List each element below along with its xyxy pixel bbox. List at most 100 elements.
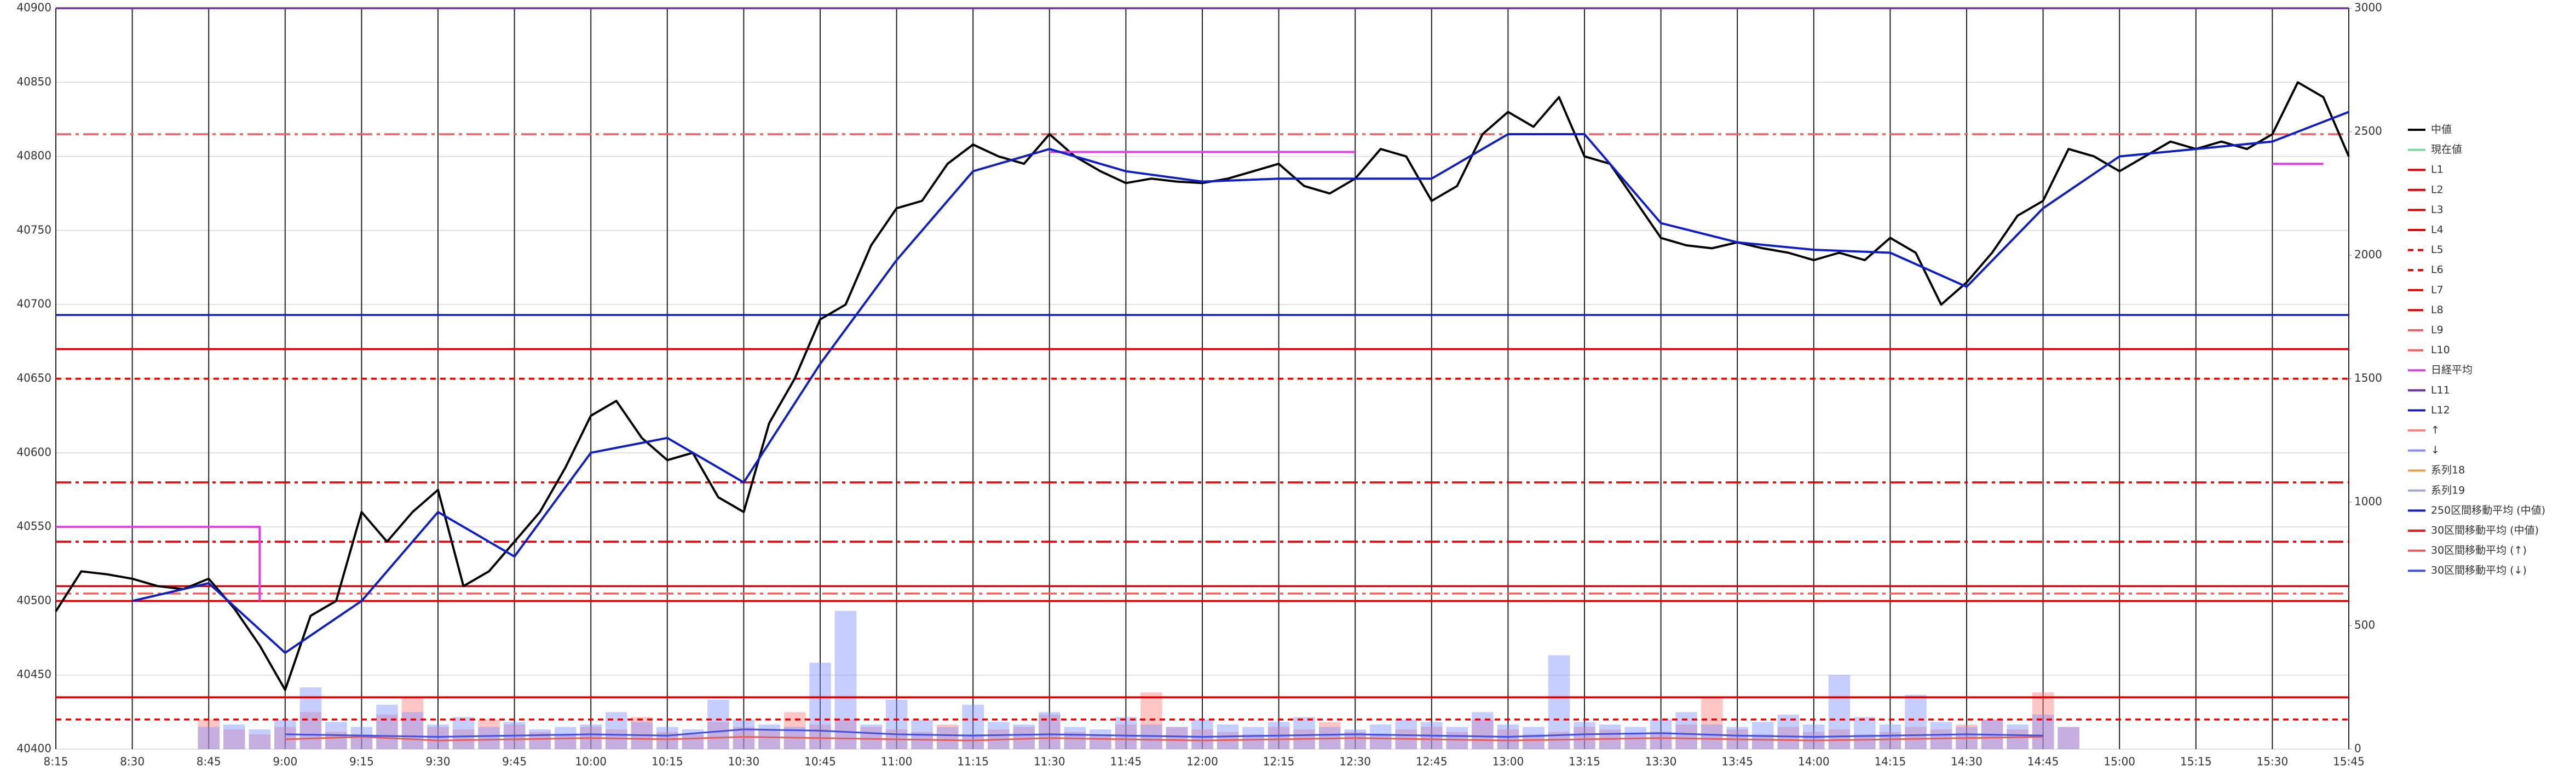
- volume-bar: [1115, 717, 1137, 749]
- volume-bar: [1039, 712, 1061, 749]
- series-line: [55, 81, 2350, 691]
- legend-label: L8: [2431, 304, 2444, 316]
- legend-label: ↑: [2431, 424, 2440, 436]
- x-tick-label: 9:30: [426, 755, 451, 768]
- legend-label: L1: [2431, 164, 2444, 176]
- volume-bar: [962, 734, 984, 749]
- volume-bar: [1726, 727, 1748, 749]
- volume-bar: [682, 734, 704, 749]
- volume-bar: [758, 729, 780, 749]
- legend-label: L7: [2431, 284, 2444, 296]
- volume-bar: [936, 727, 959, 749]
- x-tick-label: 15:30: [2257, 755, 2289, 768]
- volume-bar: [1624, 734, 1646, 749]
- y2-tick-label: 1500: [2354, 371, 2382, 384]
- volume-bar: [249, 734, 271, 749]
- volume-bar: [1574, 722, 1595, 749]
- volume-bar: [401, 697, 424, 749]
- x-tick-label: 14:30: [1951, 755, 1983, 768]
- volume-bar: [2007, 729, 2028, 749]
- volume-bar: [401, 712, 424, 749]
- volume-bar: [2058, 727, 2079, 749]
- x-tick-label: 15:45: [2333, 755, 2365, 768]
- volume-bar: [834, 611, 857, 749]
- x-tick-label: 11:30: [1034, 755, 1065, 768]
- volume-bar: [1675, 712, 1697, 749]
- x-tick-label: 9:00: [273, 755, 297, 768]
- series-line: [56, 151, 2324, 601]
- y-tick-label: 40500: [16, 594, 51, 607]
- volume-bar: [1344, 729, 1366, 749]
- legend-label: ↓: [2431, 444, 2440, 456]
- volume-bar: [580, 724, 602, 749]
- volume-bar: [1369, 724, 1392, 749]
- volume-bar: [223, 724, 245, 749]
- volume-bar: [707, 722, 729, 749]
- volume-bar: [249, 729, 271, 749]
- x-tick-label: 13:15: [1569, 755, 1600, 768]
- volume-bar: [2032, 692, 2054, 749]
- volume-bar: [1777, 727, 1800, 749]
- volume-bar: [1523, 727, 1545, 749]
- volume-bar: [885, 699, 908, 749]
- y2-tick-label: 2000: [2354, 248, 2382, 261]
- volume-bar: [427, 727, 449, 749]
- x-tick-label: 9:15: [349, 755, 374, 768]
- y-tick-label: 40600: [16, 445, 51, 458]
- y-tick-label: 40450: [16, 668, 51, 681]
- legend-label: L11: [2431, 384, 2450, 396]
- volume-bar: [274, 727, 296, 749]
- legend-label: 30区間移動平均 (中値): [2431, 525, 2539, 537]
- y-tick-label: 40650: [16, 371, 51, 384]
- x-tick-label: 11:00: [881, 755, 913, 768]
- legend-label: 30区間移動平均 (↑): [2431, 544, 2527, 556]
- x-tick-label: 10:15: [652, 755, 683, 768]
- y2-tick-label: 500: [2354, 618, 2375, 631]
- volume-bar: [707, 699, 729, 749]
- volume-bar: [2058, 727, 2079, 749]
- volume-bar: [478, 719, 500, 749]
- volume-bar: [809, 724, 831, 749]
- legend-label: 日経平均: [2431, 364, 2473, 376]
- x-tick-label: 11:45: [1110, 755, 1142, 768]
- volume-bar: [1293, 717, 1315, 749]
- volume-bar: [860, 724, 882, 749]
- x-tick-label: 14:15: [1875, 755, 1906, 768]
- volume-bar: [1828, 675, 1851, 749]
- volume-bar: [1548, 655, 1570, 749]
- volume-bar: [1854, 717, 1876, 749]
- volume-bar: [198, 727, 220, 749]
- y-tick-label: 40550: [16, 520, 51, 533]
- x-tick-label: 15:15: [2180, 755, 2212, 768]
- volume-bar: [1879, 724, 1901, 749]
- legend-label: 系列18: [2431, 464, 2465, 476]
- legend-label: L4: [2431, 224, 2444, 236]
- volume-bar: [478, 727, 500, 749]
- y-tick-label: 40900: [16, 1, 51, 14]
- x-tick-label: 14:45: [2027, 755, 2059, 768]
- series-line: [285, 728, 2043, 738]
- volume-bar: [936, 724, 959, 749]
- x-tick-label: 12:30: [1339, 755, 1371, 768]
- volume-bar: [198, 719, 220, 749]
- volume-bar: [1675, 724, 1697, 749]
- volume-bar: [1599, 724, 1621, 749]
- legend-label: 30区間移動平均 (↓): [2431, 565, 2527, 577]
- volume-bar: [809, 663, 831, 749]
- volume-bar: [452, 717, 475, 749]
- volume-bar: [605, 712, 627, 749]
- volume-bar: [1701, 724, 1723, 749]
- volume-bar: [1166, 727, 1188, 749]
- volume-bar: [1472, 712, 1494, 749]
- legend-label: 系列19: [2431, 484, 2465, 496]
- legend-label: 現在値: [2431, 143, 2462, 156]
- legend-label: L9: [2431, 324, 2444, 336]
- legend-label: L10: [2431, 344, 2450, 356]
- volume-bar: [1701, 697, 1723, 749]
- y-tick-label: 40750: [16, 223, 51, 236]
- legend-label: 250区間移動平均 (中値): [2431, 504, 2545, 516]
- x-tick-label: 8:15: [44, 755, 68, 768]
